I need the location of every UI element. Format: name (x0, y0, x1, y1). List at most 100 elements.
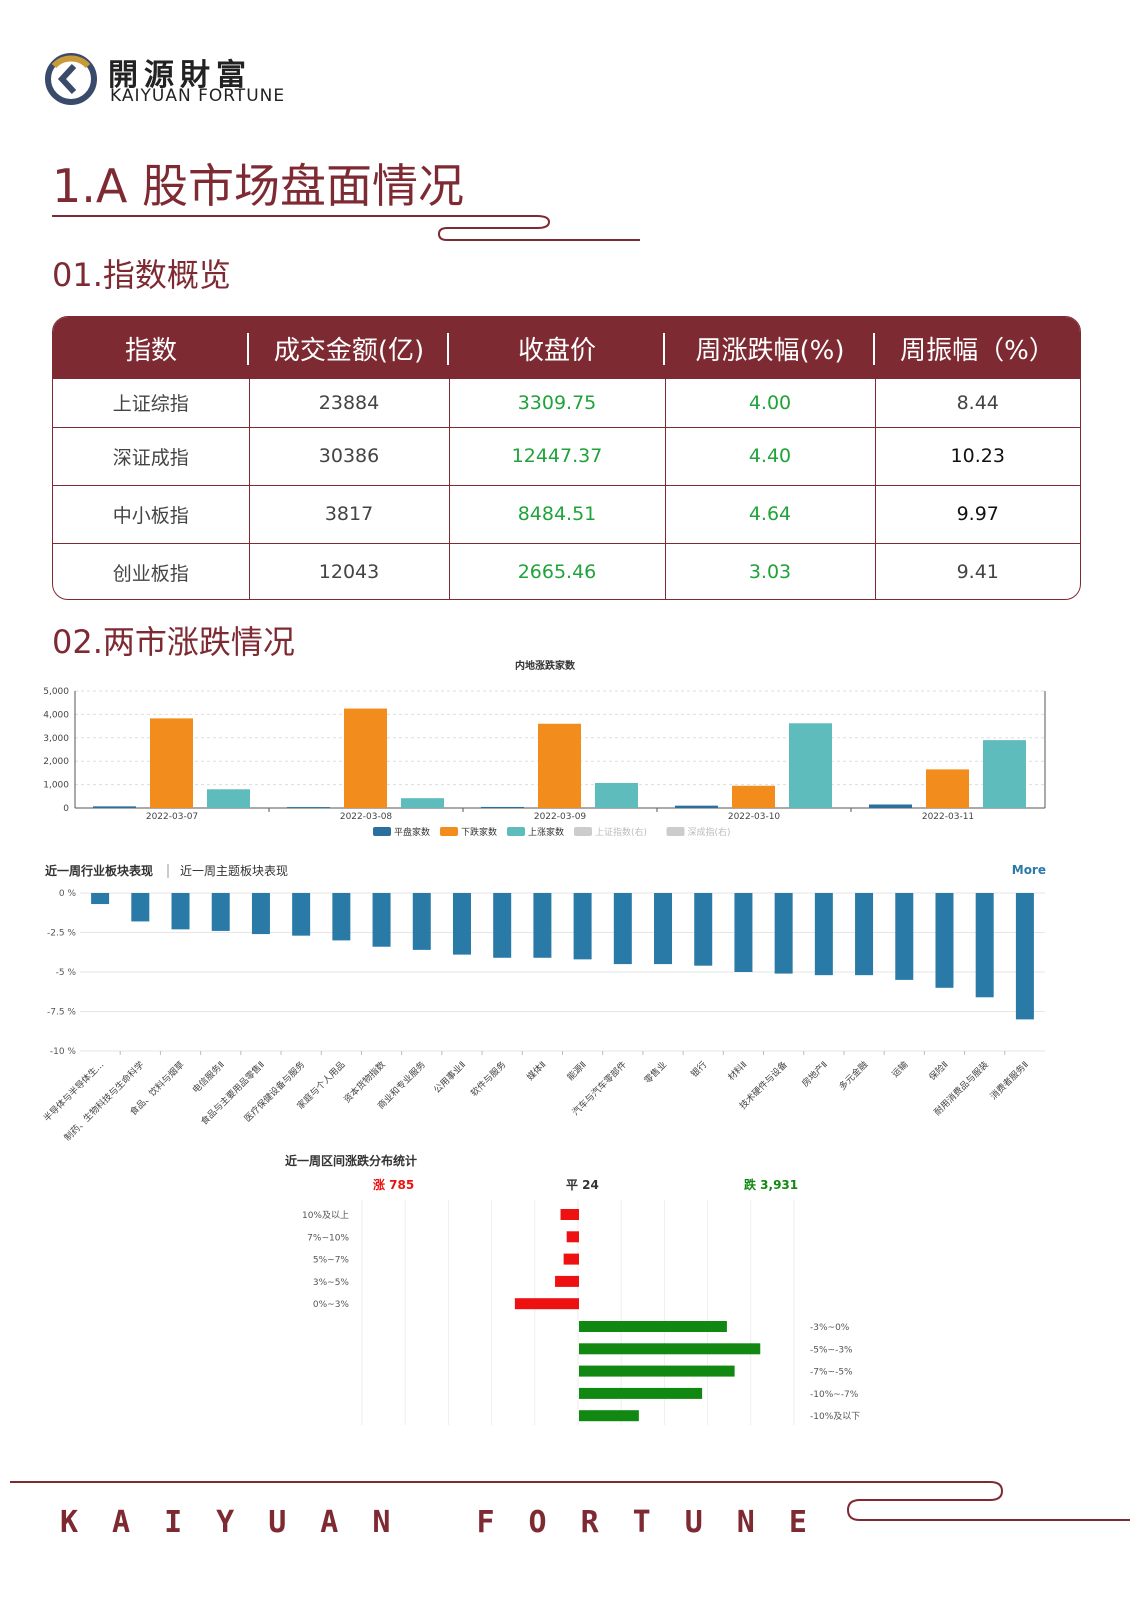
table-cell: 9.41 (956, 561, 999, 584)
x-tick-label: 电信服务Ⅱ (190, 1059, 227, 1096)
industry-bar (412, 893, 431, 950)
y-tick-label: -2.5 % (47, 929, 76, 939)
section-title: 1.A 股市场盘面情况 (52, 159, 464, 213)
bin-label-up: 5%~7% (313, 1256, 350, 1266)
industry-bar (131, 893, 150, 922)
industry-bar (935, 893, 954, 988)
subsection-title-advance-decline: 02.两市涨跌情况 (52, 623, 295, 661)
table-header: 指数 (53, 317, 249, 379)
industry-bar (814, 893, 833, 976)
table-row: 创业板指 12043 2665.46 3.03 9.41 (53, 543, 1080, 599)
bar-flat (481, 806, 524, 808)
legend-label: 下跌家数 (461, 826, 497, 838)
x-tick-label: 媒体Ⅱ (524, 1059, 548, 1083)
bin-label-up: 0%~3% (313, 1300, 350, 1310)
table-cell: 10.23 (875, 427, 1080, 486)
table-cell: 3.03 (665, 543, 876, 599)
industry-bar (292, 893, 311, 936)
bar-advance (595, 782, 638, 808)
footer-decoration (10, 1481, 1130, 1521)
table-cell: 4.64 (665, 485, 876, 544)
x-tick-label: 2022-03-11 (922, 812, 974, 822)
table-header: 周涨跌幅(%) (665, 317, 875, 379)
x-tick-label: 2022-03-09 (534, 812, 587, 822)
legend-swatch (373, 827, 391, 836)
summary-flat: 平 24 (566, 1178, 599, 1192)
legend-swatch (440, 827, 458, 836)
table-cell: 23884 (249, 379, 450, 428)
industry-bar (493, 893, 512, 958)
x-tick-label: 运输 (889, 1059, 910, 1080)
title-underline-decoration (52, 215, 640, 241)
y-tick-label: 3,000 (43, 734, 69, 744)
industry-bar (452, 893, 471, 955)
x-tick-label: 材料Ⅱ (725, 1059, 749, 1083)
chart-title: 近一周区间涨跌分布统计 (285, 1153, 417, 1168)
bar-up (560, 1209, 579, 1220)
x-tick-label: 房地产Ⅱ (799, 1059, 830, 1090)
logo-chinese-name: 開源財富 (108, 58, 252, 93)
y-tick-label: -5 % (56, 968, 77, 978)
industry-bar (855, 893, 874, 976)
industry-bar (895, 893, 914, 980)
industry-bar (251, 893, 270, 935)
table-cell: 创业板指 (53, 543, 250, 599)
table-cell: 2665.46 (449, 543, 666, 599)
table-cell: 中小板指 (53, 485, 250, 544)
bar-down (579, 1387, 703, 1399)
table-row: 上证综指 23884 3309.75 4.00 8.44 (53, 379, 1080, 428)
table-cell: 8484.51 (449, 485, 666, 544)
x-tick-label: 软件与服务 (468, 1059, 508, 1099)
industry-bar (332, 893, 351, 941)
x-tick-label: 保险Ⅱ (926, 1059, 950, 1083)
industry-bar (734, 893, 753, 972)
x-tick-label: 资本货物指数 (341, 1059, 388, 1106)
industry-bar (694, 893, 713, 966)
chart-title: 内地涨跌家数 (515, 659, 576, 672)
legend-swatch (507, 827, 525, 836)
bar-decline (344, 708, 387, 808)
bar-decline (926, 769, 969, 808)
index-overview-table: 指数 成交金额(亿) 收盘价 周涨跌幅(%) 周振幅（%） 上证综指 23884… (52, 316, 1081, 600)
table-header: 收盘价 (449, 317, 665, 379)
table-cell: 30386 (249, 427, 450, 486)
tab-industry: 近一周行业板块表现 (45, 863, 153, 878)
summary-down: 跌 3,931 (744, 1177, 798, 1192)
y-tick-label: 4,000 (43, 710, 69, 720)
bar-up (563, 1253, 579, 1265)
more-link[interactable]: More (1012, 863, 1046, 877)
table-cell: 上证综指 (53, 379, 250, 428)
bar-up (555, 1275, 579, 1287)
y-tick-label: 2,000 (43, 757, 69, 767)
bin-label-up: 7%~10% (307, 1233, 349, 1243)
table-cell: 4.00 (665, 379, 876, 428)
table-row: 中小板指 3817 8484.51 4.64 9.97 (53, 485, 1080, 544)
bar-flat (287, 807, 330, 808)
legend-label: 上涨家数 (528, 826, 564, 838)
legend-label: 上证指数(右) (595, 826, 647, 838)
table-cell: 9.97 (875, 485, 1080, 544)
x-tick-label: 制药、生物科技与生命科学 (62, 1059, 147, 1144)
bin-label-up: 10%及以上 (302, 1210, 349, 1221)
legend-swatch (574, 827, 592, 836)
logo-english-name: KAIYUAN FORTUNE (110, 86, 286, 106)
industry-bar (1015, 893, 1034, 1020)
industry-bar (91, 893, 110, 905)
industry-performance-chart: 近一周行业板块表现 近一周主题板块表现 More 0 % -2.5 % -5 % -7.5 … (41, 863, 1046, 1144)
kaiyuan-logo-icon (45, 53, 97, 105)
x-tick-label: 零售业 (642, 1059, 670, 1087)
bar-advance (401, 798, 444, 808)
table-header: 成交金额(亿) (249, 317, 449, 379)
table-cell: 3309.75 (449, 379, 666, 428)
table-header: 周振幅（%） (875, 317, 1080, 379)
bar-flat (93, 806, 136, 808)
x-tick-label: 消费者服务Ⅱ (988, 1059, 1031, 1102)
bin-label-up: 3%~5% (313, 1278, 350, 1288)
summary-up: 涨 785 (373, 1177, 414, 1192)
bar-up (514, 1298, 579, 1310)
bin-label-down: -7%~-5% (810, 1368, 853, 1378)
bin-label-down: -10%~-7% (810, 1390, 859, 1400)
industry-bar (171, 893, 190, 930)
bin-label-down: -3%~0% (810, 1323, 850, 1333)
